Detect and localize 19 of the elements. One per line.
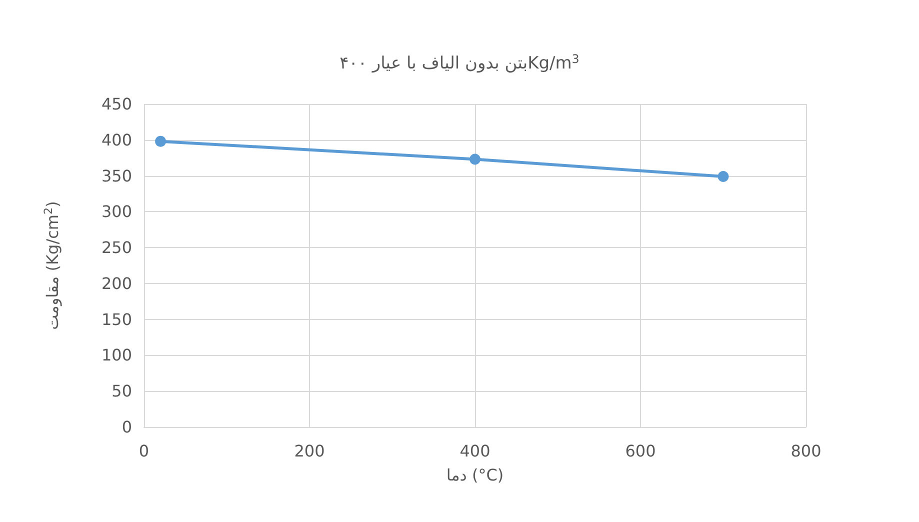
y-tick-label: 200 [101, 274, 132, 293]
y-tick-label: 350 [101, 166, 132, 186]
y-tick-label: 150 [101, 310, 132, 329]
y-tick-label: 300 [101, 202, 132, 222]
y-tick-label: 100 [101, 346, 132, 365]
point [155, 136, 166, 147]
x-tick-label: 400 [460, 442, 490, 460]
point [470, 154, 480, 165]
x-tick-label: 0 [138, 442, 150, 460]
y-tick-label: 450 [101, 94, 132, 114]
y-tick-label: 250 [101, 238, 132, 258]
y-tick-label: 400 [101, 130, 132, 150]
point [718, 171, 729, 182]
y-tick-label: 0 [122, 418, 132, 436]
x-tick-label: 600 [625, 442, 656, 460]
x-tick-label: 800 [790, 442, 822, 460]
x-tick-label: 200 [294, 442, 325, 460]
x-axis-title: دما (°C) [446, 466, 504, 484]
y-tick-label: 50 [112, 382, 132, 401]
